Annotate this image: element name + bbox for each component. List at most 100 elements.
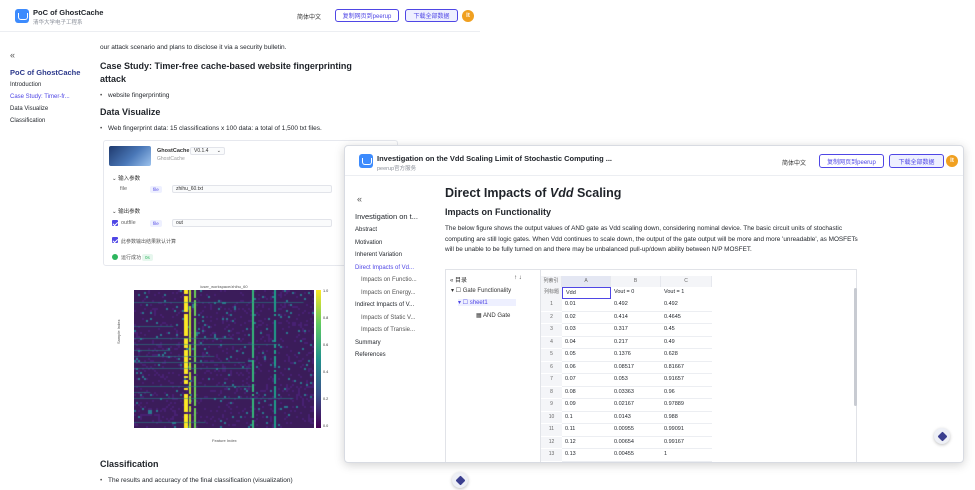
- language-select[interactable]: 简体中文: [782, 161, 807, 167]
- table-cell[interactable]: 0.13: [565, 451, 576, 457]
- nav-item-introduction[interactable]: Introduction: [10, 82, 42, 88]
- copy-to-peerup-button[interactable]: 复制网页到peerup: [819, 154, 884, 168]
- nav-item[interactable]: Motivation: [355, 239, 383, 246]
- collapse-sidebar-icon[interactable]: «: [10, 50, 16, 60]
- nav-title[interactable]: PoC of GhostCache: [10, 68, 81, 77]
- row-number: 5: [541, 349, 562, 361]
- table-cell[interactable]: 0.0143: [614, 413, 631, 420]
- table-cell[interactable]: 0.03363: [614, 388, 634, 395]
- tree-sheet[interactable]: ▾ ☐ sheet1: [458, 299, 516, 306]
- input-type-tag: file: [150, 186, 162, 193]
- default-compute-checkbox[interactable]: [112, 237, 118, 243]
- output-section-label[interactable]: ⌄ 输出参数: [112, 209, 141, 215]
- table-cell[interactable]: 0.00654: [614, 438, 634, 445]
- table-cell[interactable]: 0.00323: [611, 462, 661, 463]
- header: Investigation on the Vdd Scaling Limit o…: [345, 146, 963, 176]
- table-cell[interactable]: 0.07: [565, 376, 576, 382]
- table-cell[interactable]: 0.988: [664, 413, 678, 420]
- nav-item[interactable]: Abstract: [355, 227, 378, 233]
- sort-arrows-icon[interactable]: ↑ ↓: [514, 275, 522, 281]
- header-cell-vout1[interactable]: Vout = 1: [664, 289, 685, 295]
- version-select[interactable]: V0.1.4 ⌄: [190, 147, 225, 155]
- assistant-fab-icon[interactable]: [934, 428, 950, 444]
- nav-item[interactable]: Direct Impacts of Vd...: [355, 264, 415, 271]
- table-cell[interactable]: 0.492: [614, 301, 628, 307]
- table-cell[interactable]: 0.053: [614, 376, 628, 382]
- table-cell[interactable]: 0.49: [664, 338, 675, 345]
- avatar[interactable]: lt: [946, 155, 958, 167]
- table-cell[interactable]: 0.12: [565, 438, 576, 445]
- table-cell[interactable]: 0.317: [614, 326, 628, 332]
- table-cell[interactable]: 0.00955: [614, 426, 634, 432]
- download-all-button[interactable]: 下载全部数据: [889, 154, 944, 168]
- table-cell[interactable]: 0.09: [565, 401, 576, 407]
- nav-item[interactable]: Impacts on Energy...: [361, 289, 416, 296]
- table-cell[interactable]: 0.08: [565, 388, 576, 395]
- col-header-b[interactable]: B: [611, 276, 661, 287]
- tree-root[interactable]: ▾ ☐ Gate Functionality: [451, 288, 512, 294]
- table-cell[interactable]: 0.217: [614, 338, 628, 345]
- table-cell[interactable]: 0.99167: [664, 438, 684, 445]
- header-cell-vdd[interactable]: Vdd: [562, 287, 611, 299]
- language-select[interactable]: 简体中文: [297, 15, 322, 21]
- copy-to-peerup-button[interactable]: 复制网页到peerup: [335, 9, 399, 22]
- nav-item[interactable]: Impacts of Transie...: [361, 327, 416, 333]
- sheet-scrollbar[interactable]: [854, 288, 857, 406]
- table-cell[interactable]: 0.4645: [664, 313, 681, 320]
- table-cell[interactable]: 0.91657: [664, 376, 684, 382]
- assistant-fab-icon[interactable]: [452, 472, 468, 488]
- table-cell[interactable]: 0.99091: [664, 426, 684, 432]
- collapse-sidebar-icon[interactable]: «: [357, 194, 363, 204]
- row-number: 9: [541, 399, 562, 411]
- collapse-icon[interactable]: «: [450, 278, 454, 284]
- nav-item[interactable]: References: [355, 352, 386, 358]
- col-header-a[interactable]: A: [562, 276, 611, 287]
- table-cell[interactable]: 0.00455: [614, 451, 634, 457]
- table-cell[interactable]: 0.1376: [614, 351, 631, 357]
- input-file-field[interactable]: zhihu_60.txt: [172, 185, 332, 193]
- table-cell[interactable]: 0.11: [565, 426, 576, 432]
- table-cell[interactable]: 0.14: [562, 462, 611, 463]
- nav-item[interactable]: Inherent Variation: [355, 252, 402, 258]
- table-cell[interactable]: 0.492: [664, 301, 678, 307]
- table-cell[interactable]: 0.02167: [614, 401, 634, 407]
- col-header-c[interactable]: C: [661, 276, 712, 287]
- table-cell[interactable]: 0.81667: [664, 363, 684, 370]
- row-number: 1: [541, 299, 562, 311]
- table-cell[interactable]: 0.414: [614, 313, 628, 320]
- row-divider: [562, 410, 712, 412]
- table-cell[interactable]: 0.06: [565, 363, 576, 370]
- nav-item[interactable]: Impacts on Functio...: [361, 277, 417, 283]
- table-cell[interactable]: 0.02: [565, 313, 576, 320]
- table-cell[interactable]: 0.01: [565, 301, 576, 307]
- output-checkbox[interactable]: [112, 220, 118, 226]
- table-cell[interactable]: 0.03: [565, 326, 576, 332]
- nav-item[interactable]: Impacts of Static V...: [361, 314, 416, 321]
- table-cell[interactable]: 0.05: [565, 351, 576, 357]
- nav-item[interactable]: Summary: [355, 339, 381, 346]
- download-all-button[interactable]: 下载全部数据: [405, 9, 458, 22]
- table-cell[interactable]: 1: [661, 462, 712, 463]
- nav-item[interactable]: Indirect Impacts of V...: [355, 302, 415, 308]
- table-cell[interactable]: 0.628: [664, 351, 678, 357]
- nav-item-classification[interactable]: Classification: [10, 118, 46, 124]
- run-status: 运行成功: [121, 255, 142, 261]
- header-cell-vout0[interactable]: Vout = 0: [614, 289, 635, 295]
- output-file-field[interactable]: out: [172, 219, 332, 227]
- table-cell[interactable]: 1: [664, 451, 668, 457]
- tree-leaf[interactable]: ▦ AND Gate: [476, 313, 511, 319]
- row-divider: [562, 435, 712, 437]
- table-cell[interactable]: 0.04: [565, 338, 576, 345]
- avatar[interactable]: lt: [462, 10, 474, 22]
- table-cell[interactable]: 0.08517: [614, 363, 634, 370]
- input-section-label[interactable]: ⌄ 输入参数: [112, 176, 141, 182]
- workflow-thumbnail: [109, 146, 151, 166]
- table-cell[interactable]: 0.97889: [664, 401, 684, 407]
- table-cell[interactable]: 0.1: [565, 413, 573, 420]
- doc-title: Investigation on the Vdd Scaling Limit o…: [377, 154, 613, 163]
- nav-title[interactable]: Investigation on t...: [355, 212, 418, 221]
- table-cell[interactable]: 0.96: [664, 388, 675, 395]
- nav-item-data-visualize[interactable]: Data Visualize: [10, 106, 49, 112]
- nav-item-case-study[interactable]: Case Study: Timer-fr...: [10, 94, 70, 100]
- table-cell[interactable]: 0.45: [664, 326, 675, 332]
